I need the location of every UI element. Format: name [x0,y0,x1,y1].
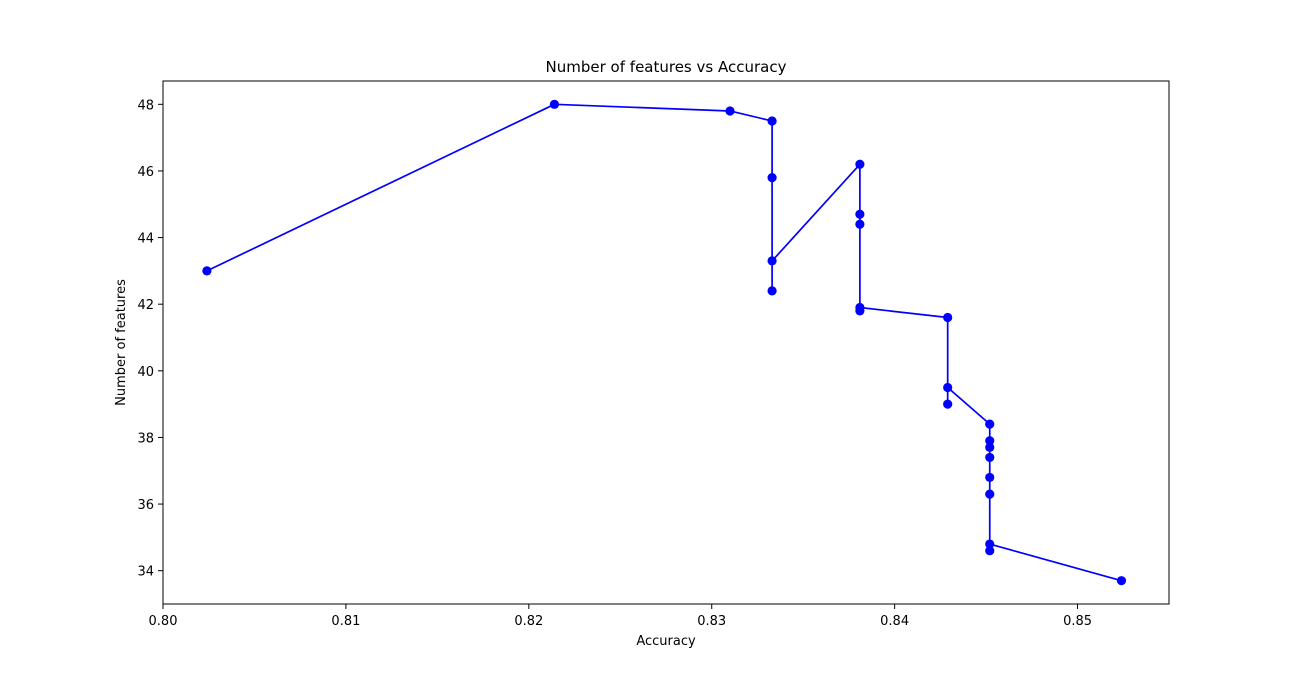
x-tick-label: 0.83 [697,614,726,629]
y-tick-label: 44 [137,232,154,247]
y-tick-label: 36 [137,498,154,513]
data-point [767,256,777,266]
data-point [943,399,953,409]
data-point [985,472,995,483]
x-tick-label: 0.85 [1063,614,1092,629]
data-point [767,116,777,126]
y-tick-label: 40 [137,365,154,380]
data-point [985,419,995,429]
x-axis-label: Accuracy [636,634,696,649]
data-point [985,539,995,549]
y-tick-label: 34 [137,565,154,580]
axes-frame [162,80,1170,605]
data-point [725,106,735,116]
data-point [985,489,995,499]
data-point [985,436,995,446]
x-tick-label: 0.84 [880,614,909,629]
x-tick-label: 0.82 [514,614,543,629]
x-axis-ticks: 0.80 0.81 0.82 0.83 0.84 0.85 [149,604,1092,629]
data-point [985,452,995,463]
y-axis-ticks: 34 36 38 40 42 44 46 48 [137,98,163,580]
data-point [1116,576,1127,586]
y-tick-label: 42 [137,298,154,313]
y-tick-label: 46 [137,165,154,180]
data-point [985,442,995,453]
chart-title: Number of features vs Accuracy [546,58,787,76]
x-tick-label: 0.80 [149,614,178,629]
y-axis-label: Number of features [114,279,129,406]
data-point [855,219,865,229]
y-tick-label: 38 [137,431,154,446]
data-point [855,209,865,219]
data-point [767,286,777,296]
data-point [549,99,560,109]
data-point [767,173,777,183]
data-point [202,266,212,276]
data-point [985,546,995,556]
x-tick-label: 0.81 [331,614,360,629]
plot-layer [202,99,1127,586]
data-point [855,302,865,313]
data-point [943,382,953,393]
data-point [855,159,865,169]
y-tick-label: 48 [137,98,154,113]
data-point [943,312,953,323]
